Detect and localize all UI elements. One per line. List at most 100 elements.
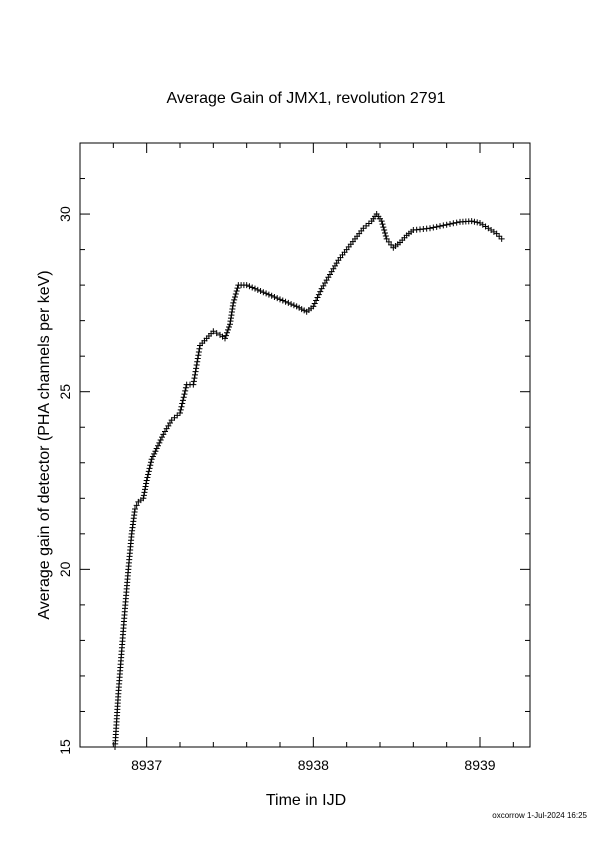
data-point-marker <box>468 218 475 225</box>
data-point-marker <box>180 394 187 401</box>
minor-ticks <box>79 142 530 747</box>
data-point-marker <box>223 332 229 339</box>
data-point-marker <box>450 220 457 227</box>
data-point-marker <box>157 437 164 444</box>
data-point-marker <box>427 225 433 232</box>
data-point-marker <box>179 397 186 404</box>
data-point-marker <box>132 505 138 512</box>
data-point-marker <box>243 282 250 289</box>
data-point-marker <box>313 297 320 304</box>
data-point-marker <box>274 295 281 302</box>
data-point-marker <box>178 403 185 410</box>
data-point-marker <box>310 303 317 310</box>
data-point-marker <box>311 300 318 307</box>
data-point-marker <box>277 296 283 303</box>
data-point-marker <box>213 330 220 337</box>
data-point-marker <box>282 298 289 305</box>
major-ticks <box>80 143 530 748</box>
data-point-marker <box>226 324 232 331</box>
data-point-marker <box>177 406 184 413</box>
data-point-marker <box>182 387 189 394</box>
data-point-marker <box>378 218 385 225</box>
data-point-marker <box>152 448 159 455</box>
data-point-marker <box>232 293 238 300</box>
x-axis-label: Time in IJD <box>266 792 346 809</box>
data-point-marker <box>195 349 202 356</box>
data-point-marker <box>382 232 389 239</box>
x-tick-label: 8939 <box>464 757 495 773</box>
data-point-marker <box>192 371 198 378</box>
data-point-marker <box>225 326 231 333</box>
data-point-marker <box>380 224 387 231</box>
data-point-marker <box>142 483 149 490</box>
data-point-marker <box>234 285 241 292</box>
data-point-marker <box>194 358 201 365</box>
data-point-marker <box>447 221 453 228</box>
data-point-marker <box>254 286 261 293</box>
data-point-marker <box>148 456 155 463</box>
data-point-marker <box>210 328 217 335</box>
data-point-marker <box>143 477 150 484</box>
x-tick-label: 8938 <box>298 757 329 773</box>
data-point-marker <box>195 352 202 359</box>
data-point-marker <box>144 474 151 481</box>
data-point-marker <box>145 468 152 475</box>
data-point-marker <box>498 235 505 242</box>
data-point-marker <box>147 459 154 466</box>
data-point-marker <box>193 362 200 369</box>
data-point-marker <box>222 335 228 342</box>
data-point-marker <box>232 291 239 297</box>
data-point-marker <box>190 381 197 388</box>
data-point-marker <box>177 410 183 417</box>
data-point-marker <box>257 288 264 295</box>
data-point-marker <box>279 297 286 304</box>
data-point-marker <box>379 221 386 228</box>
data-point-marker <box>140 495 147 502</box>
data-point-marker <box>271 293 278 300</box>
data-point-marker <box>437 223 443 230</box>
data-point-marker <box>153 445 160 452</box>
x-tick-label: 8937 <box>131 757 162 773</box>
data-point-marker <box>433 223 440 230</box>
data-point-marker <box>142 486 148 493</box>
footer-stamp: oxcorrow 1-Jul-2024 16:25 <box>492 811 587 820</box>
y-axis-label: Average gain of detector (PHA channels p… <box>36 270 53 619</box>
data-point-marker <box>141 489 148 496</box>
data-point-marker <box>317 288 324 295</box>
data-point-marker <box>151 450 158 457</box>
data-point-marker <box>149 453 156 460</box>
data-point-marker <box>140 492 147 499</box>
y-tick-label: 25 <box>57 384 73 400</box>
data-point-marker <box>288 301 295 308</box>
data-point-marker <box>260 289 267 296</box>
data-point-marker <box>191 375 198 382</box>
data-point-marker <box>382 230 388 237</box>
data-point-marker <box>471 218 478 225</box>
data-point-marker <box>146 465 153 472</box>
data-point-marker <box>290 302 297 309</box>
data-point-marker <box>192 368 199 375</box>
y-tick-labels: 15 20 25 30 <box>57 206 73 755</box>
data-point-marker <box>230 299 237 306</box>
data-point-marker <box>156 439 163 446</box>
data-point-marker <box>249 284 256 291</box>
data-point-marker <box>181 391 188 398</box>
data-point-marker <box>252 285 258 292</box>
data-point-marker <box>224 329 230 336</box>
data-point-marker <box>246 283 253 290</box>
data-point-marker <box>133 502 140 509</box>
data-point-marker <box>268 292 275 299</box>
data-point-marker <box>315 291 322 298</box>
chart-title: Average Gain of JMX1, revolution 2791 <box>167 90 446 107</box>
data-point-marker <box>285 299 292 306</box>
data-point-marker <box>182 384 189 391</box>
data-point-marker <box>193 365 200 372</box>
data-point-marker <box>190 378 197 385</box>
y-tick-label: 15 <box>57 739 73 755</box>
data-point-marker <box>430 224 437 231</box>
data-point-marker <box>314 294 321 301</box>
data-point-marker <box>194 355 201 362</box>
data-point-marker <box>381 227 388 234</box>
data-point-marker <box>145 471 152 478</box>
